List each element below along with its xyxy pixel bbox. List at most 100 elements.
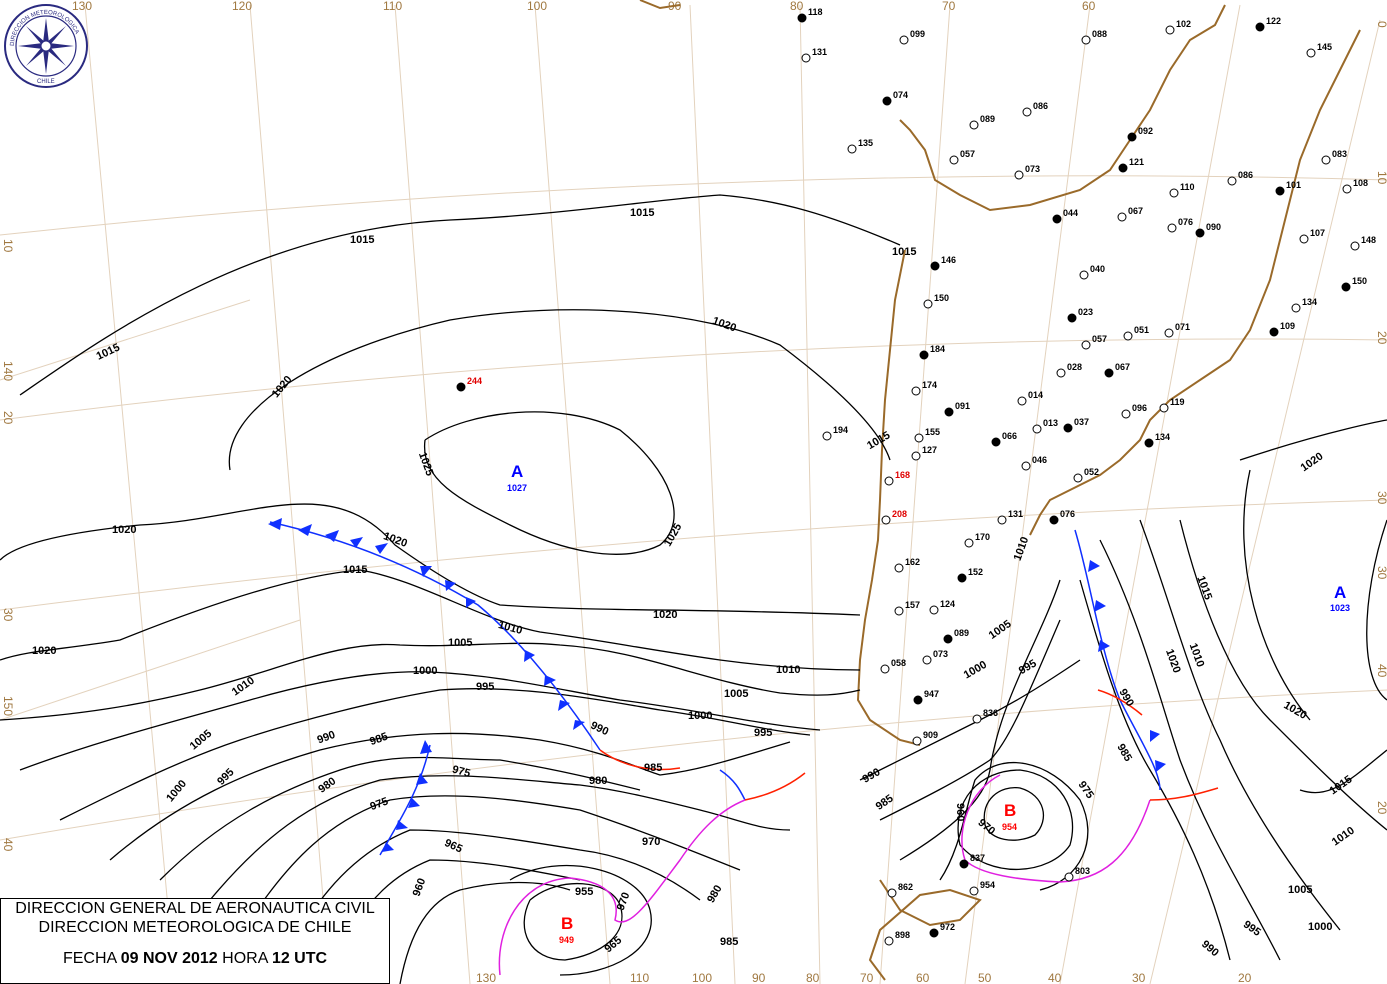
station-cloud-cover-icon <box>1269 327 1279 337</box>
svg-text:70: 70 <box>860 971 874 984</box>
station-cloud-cover-icon <box>964 538 974 548</box>
station-cloud-cover-icon <box>880 664 890 674</box>
station-cloud-cover-icon <box>894 563 904 573</box>
svg-text:50: 50 <box>978 971 992 984</box>
svg-text:990: 990 <box>316 729 337 747</box>
station-cloud-cover-icon <box>1017 396 1027 406</box>
svg-text:30: 30 <box>1132 971 1146 984</box>
station-pressure: 146 <box>941 255 956 265</box>
svg-text:110: 110 <box>383 0 402 13</box>
station-cloud-cover-icon <box>969 886 979 896</box>
station-pressure: 076 <box>1060 509 1075 519</box>
station-cloud-cover-icon <box>1067 313 1077 323</box>
svg-text:100: 100 <box>527 0 547 13</box>
station-pressure: 155 <box>925 427 940 437</box>
svg-text:1020: 1020 <box>1281 699 1308 722</box>
station-pressure: 135 <box>858 138 873 148</box>
low-center-label: B <box>1004 801 1016 820</box>
station-cloud-cover-icon <box>930 261 940 271</box>
station-cloud-cover-icon <box>1306 48 1316 58</box>
svg-text:985: 985 <box>368 731 389 749</box>
station-pressure: 131 <box>812 47 827 57</box>
svg-text:30: 30 <box>1375 566 1387 580</box>
svg-text:20: 20 <box>1375 801 1387 815</box>
svg-text:0: 0 <box>1375 21 1387 28</box>
svg-text:30: 30 <box>1 608 15 622</box>
svg-text:1015: 1015 <box>1328 773 1355 797</box>
station-cloud-cover-icon <box>1342 184 1352 194</box>
station-pressure: 152 <box>968 567 983 577</box>
occluded-front-949 <box>498 799 746 976</box>
agency-line: DIRECCION GENERAL DE AERONAUTICA CIVIL <box>15 900 375 917</box>
station-pressure: 118 <box>808 7 823 17</box>
svg-text:1005: 1005 <box>448 637 472 649</box>
station-cloud-cover-icon <box>969 120 979 130</box>
info-box: DIRECCION GENERAL DE AERONAUTICA CIVIL D… <box>0 898 390 984</box>
station-cloud-cover-icon <box>912 736 922 746</box>
svg-text:1020: 1020 <box>382 530 409 550</box>
station-pressure: 972 <box>940 922 955 932</box>
svg-text:985: 985 <box>644 762 662 774</box>
svg-text:30: 30 <box>1375 491 1387 505</box>
svg-text:975: 975 <box>451 764 472 780</box>
station-cloud-cover-icon <box>822 431 832 441</box>
station-pressure: 073 <box>933 649 948 659</box>
station-cloud-cover-icon <box>1227 176 1237 186</box>
station-pressure: 014 <box>1028 390 1043 400</box>
station-cloud-cover-icon <box>1275 186 1285 196</box>
svg-text:130: 130 <box>476 971 496 984</box>
station-pressure: 110 <box>1180 182 1195 192</box>
station-pressure: 127 <box>922 445 937 455</box>
station-cloud-cover-icon <box>887 888 897 898</box>
station-pressure: 089 <box>980 114 995 124</box>
station-pressure: 090 <box>1206 222 1221 232</box>
station-pressure: 037 <box>1074 417 1089 427</box>
station-pressure: 244 <box>467 376 482 386</box>
svg-text:130: 130 <box>72 0 92 13</box>
station-pressure: 947 <box>924 689 939 699</box>
station-cloud-cover-icon <box>944 407 954 417</box>
station-pressure: 066 <box>1002 431 1017 441</box>
station-cloud-cover-icon <box>1014 170 1024 180</box>
svg-text:1005: 1005 <box>1288 884 1312 896</box>
station-pressure: 101 <box>1286 180 1301 190</box>
station-cloud-cover-icon <box>1079 270 1089 280</box>
station-pressure: 051 <box>1134 325 1149 335</box>
station-cloud-cover-icon <box>1073 473 1083 483</box>
svg-text:100: 100 <box>692 971 712 984</box>
isobars <box>0 194 1387 984</box>
svg-text:970: 970 <box>975 817 997 838</box>
station-cloud-cover-icon <box>929 928 939 938</box>
station-cloud-cover-icon <box>1081 340 1091 350</box>
station-cloud-cover-icon <box>1165 25 1175 35</box>
station-pressure: 134 <box>1302 297 1317 307</box>
station-pressure: 067 <box>1128 206 1143 216</box>
station-pressure: 058 <box>891 658 906 668</box>
low-center-value: 954 <box>1002 822 1017 832</box>
station-cloud-cover-icon <box>914 433 924 443</box>
coastline <box>639 0 1361 981</box>
svg-text:980: 980 <box>589 775 607 787</box>
station-cloud-cover-icon <box>997 515 1007 525</box>
station-pressure: 107 <box>1310 228 1325 238</box>
station-cloud-cover-icon <box>899 35 909 45</box>
svg-text:20: 20 <box>1 411 15 425</box>
station-pressure: 109 <box>1280 321 1295 331</box>
station-pressure: 954 <box>980 880 995 890</box>
station-pressure: 086 <box>1238 170 1253 180</box>
station-cloud-cover-icon <box>1159 403 1169 413</box>
svg-text:110: 110 <box>630 971 649 984</box>
station-cloud-cover-icon <box>1049 515 1059 525</box>
station-cloud-cover-icon <box>1195 228 1205 238</box>
svg-text:40: 40 <box>1048 971 1062 984</box>
station-pressure: 836 <box>983 708 998 718</box>
high-center-label: A <box>511 462 523 481</box>
station-pressure: 170 <box>975 532 990 542</box>
svg-text:20: 20 <box>1375 331 1387 345</box>
station-pressure: 108 <box>1353 178 1368 188</box>
svg-text:1015: 1015 <box>350 234 374 246</box>
station-pressure: 119 <box>1170 397 1185 407</box>
svg-text:1015: 1015 <box>865 429 892 452</box>
